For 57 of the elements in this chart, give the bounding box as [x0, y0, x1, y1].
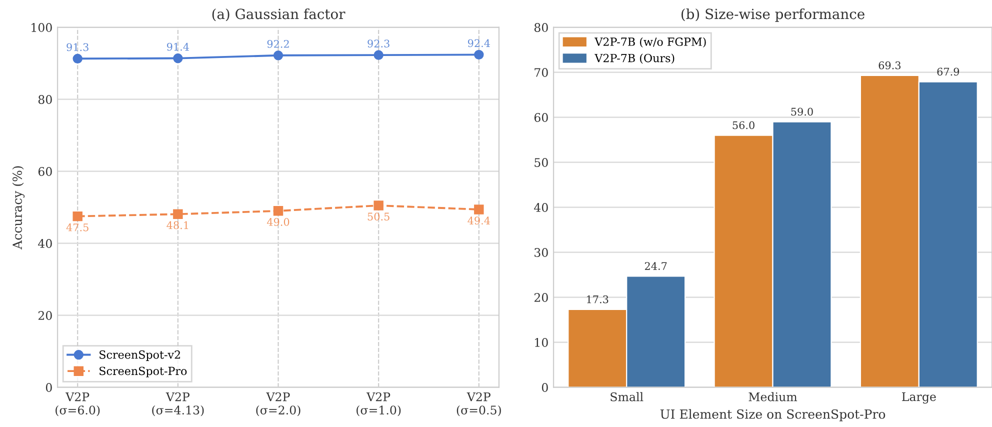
- y-tick-label: 70: [534, 68, 548, 77]
- x-tick-label: Medium: [748, 392, 798, 402]
- legend-label: ScreenSpot-Pro: [100, 366, 187, 378]
- data-label: 17.3: [587, 295, 608, 304]
- y-tick-label: 80: [38, 95, 52, 104]
- chart-title: (b) Size-wise performance: [682, 8, 864, 22]
- point: [173, 209, 183, 220]
- y-tick-label: 0: [46, 383, 52, 392]
- data-label: 24.7: [644, 262, 667, 270]
- data-label: 92.2: [267, 40, 289, 48]
- point: [474, 204, 484, 214]
- data-label: 69.3: [878, 61, 901, 70]
- x-tick-label: V2P (σ=0.5): [456, 392, 501, 416]
- x-tick-label: V2P (σ=6.0): [56, 392, 100, 416]
- data-label: 49.4: [468, 216, 490, 224]
- y-tick-label: 50: [534, 158, 548, 167]
- point: [474, 50, 484, 60]
- x-axis-title: UI Element Size on ScreenSpot-Pro: [660, 409, 886, 422]
- point: [173, 53, 183, 64]
- legend-label: V2P-7B (Ours): [594, 54, 674, 64]
- y-tick-label: 40: [38, 239, 52, 248]
- data-label: 91.4: [166, 42, 189, 51]
- point: [72, 211, 82, 222]
- data-label: 59.0: [791, 108, 813, 116]
- data-label: 47.5: [66, 223, 88, 232]
- y-tick-label: 20: [38, 311, 52, 320]
- x-tick-label: V2P (σ=4.13): [152, 392, 204, 416]
- y-tick-label: 30: [534, 248, 548, 257]
- point: [374, 50, 384, 60]
- legend-label: V2P-7B (w/o FGPM): [594, 37, 706, 48]
- data-label: 67.9: [937, 68, 960, 76]
- data-label: 49.0: [266, 218, 290, 226]
- y-tick-label: 60: [534, 113, 548, 122]
- data-label: 92.3: [368, 40, 390, 48]
- y-tick-label: 80: [534, 23, 548, 32]
- y-tick-label: 60: [38, 167, 52, 176]
- legend-label: ScreenSpot-v2: [100, 350, 180, 361]
- chart-title: (a) Gaussian factor: [212, 8, 346, 22]
- y-tick-label: 40: [534, 203, 548, 212]
- y-tick-label: 10: [535, 338, 548, 347]
- data-label: 56.0: [732, 121, 754, 130]
- y-tick-label: 0: [542, 383, 548, 392]
- data-label: 91.3: [66, 43, 88, 52]
- x-tick-label: Large: [902, 392, 936, 404]
- point: [72, 54, 82, 64]
- y-tick-label: 100: [32, 23, 52, 32]
- y-axis-title: Accuracy (%): [12, 166, 25, 250]
- x-tick-label: V2P (σ=1.0): [356, 392, 401, 416]
- data-label: 50.5: [368, 212, 390, 221]
- x-tick-label: V2P (σ=2.0): [256, 392, 300, 416]
- y-tick-label: 20: [534, 293, 548, 302]
- point: [374, 200, 384, 210]
- x-tick-label: Small: [610, 392, 644, 402]
- data-label: 92.4: [468, 39, 490, 48]
- data-label: 48.1: [166, 221, 188, 230]
- point: [273, 206, 284, 216]
- point: [273, 50, 284, 60]
